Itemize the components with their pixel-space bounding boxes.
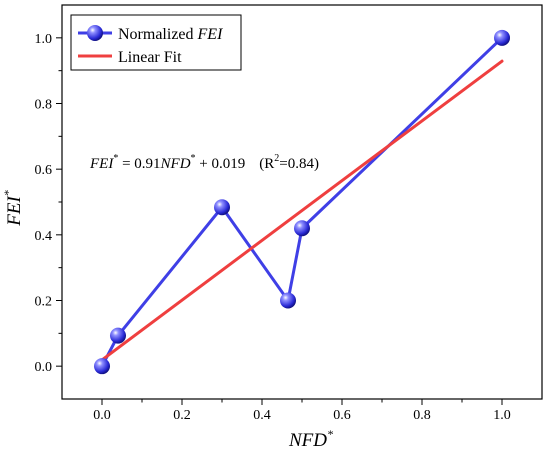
y-tick-label: 1.0 bbox=[35, 32, 53, 47]
x-tick-label: 0.0 bbox=[93, 408, 111, 423]
data-point-normalized-fei bbox=[110, 327, 126, 344]
fit-equation: FEI* = 0.91NFD* + 0.019 (R2=0.84) bbox=[89, 153, 319, 172]
y-tick-label: 0.6 bbox=[35, 163, 53, 178]
x-tick-label: 1.0 bbox=[493, 408, 511, 423]
data-point-normalized-fei bbox=[94, 358, 110, 375]
legend-box bbox=[70, 14, 242, 71]
y-tick-label: 0.2 bbox=[35, 295, 53, 310]
x-tick-label: 0.4 bbox=[253, 408, 271, 423]
data-point-normalized-fei bbox=[214, 199, 230, 216]
legend-label-normalized-fei: Normalized FEI bbox=[118, 26, 223, 43]
y-axis-title: FEI* bbox=[1, 190, 25, 227]
data-point-normalized-fei bbox=[280, 292, 296, 309]
data-point-normalized-fei bbox=[294, 220, 310, 237]
x-axis-title: NFD* bbox=[288, 427, 333, 451]
legend-marker-normalized-fei bbox=[87, 25, 103, 41]
y-tick-label: 0.4 bbox=[35, 229, 53, 244]
data-point-normalized-fei bbox=[494, 29, 510, 46]
legend: Normalized FEI Linear Fit bbox=[70, 14, 242, 71]
y-tick-label: 0.8 bbox=[35, 98, 53, 113]
series-line-linear-fit bbox=[100, 59, 504, 362]
y-tick-label: 0.0 bbox=[35, 360, 53, 375]
x-tick-label: 0.8 bbox=[413, 408, 431, 423]
x-tick-label: 0.2 bbox=[173, 408, 191, 423]
x-tick-label: 0.6 bbox=[333, 408, 351, 423]
legend-label-linear-fit: Linear Fit bbox=[118, 49, 182, 66]
